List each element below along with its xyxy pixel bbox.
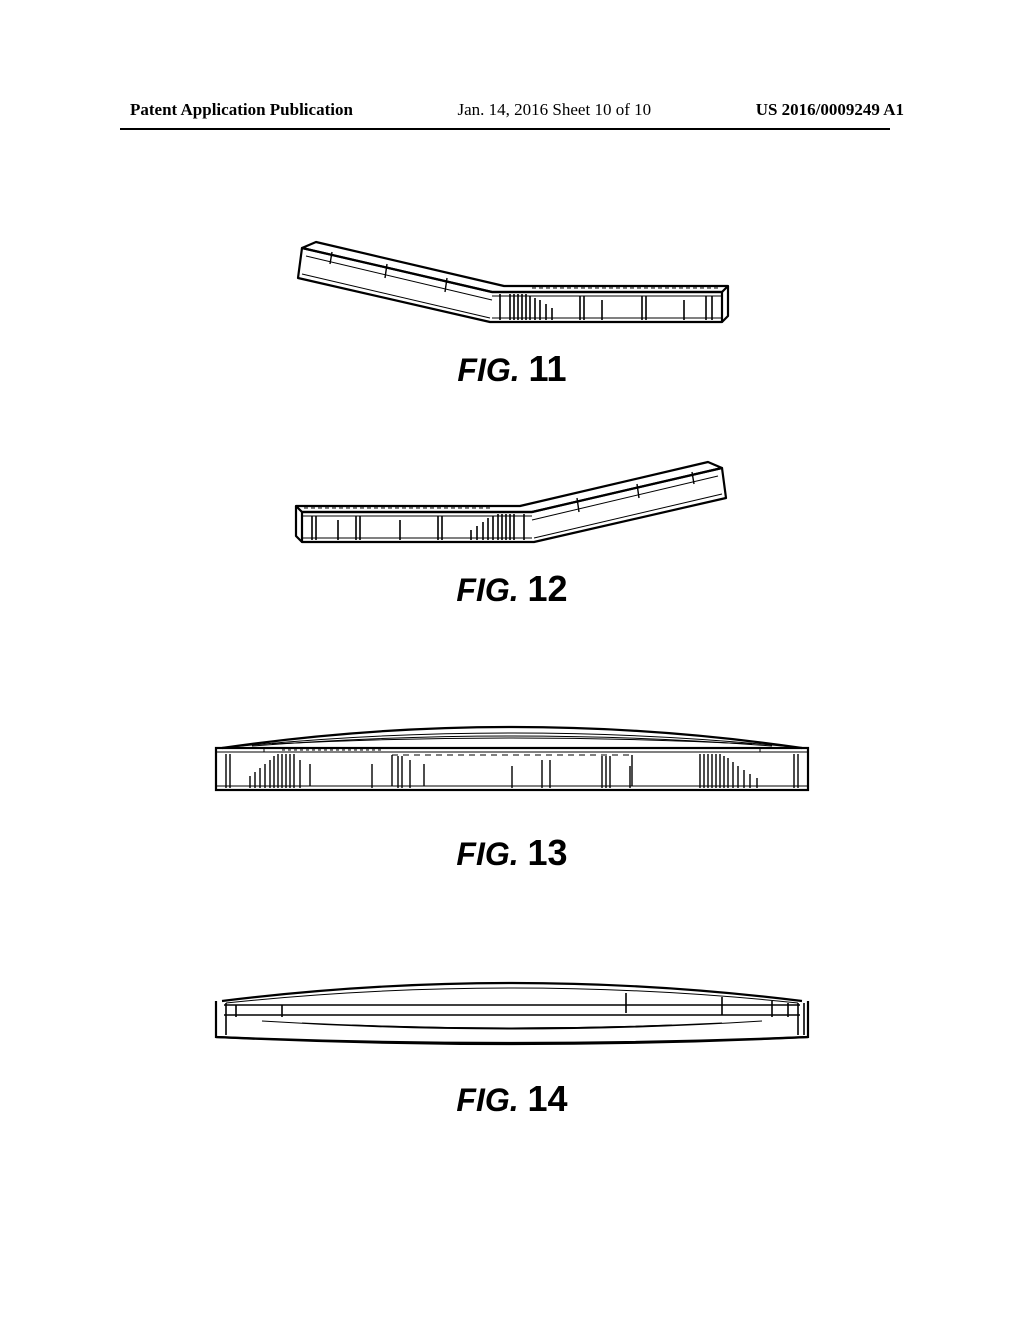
fig-prefix: FIG.: [456, 572, 518, 608]
figure-11-drawing: [292, 230, 732, 330]
figure-11-block: FIG. 11: [0, 230, 1024, 390]
figure-12-drawing: [292, 450, 732, 550]
fig-number: 11: [529, 348, 567, 389]
figure-14-label: FIG. 14: [456, 1078, 567, 1120]
fig-prefix: FIG.: [457, 352, 519, 388]
header-right: US 2016/0009249 A1: [756, 100, 904, 120]
figure-13-drawing: [202, 700, 822, 800]
fig-number: 12: [528, 568, 568, 609]
figure-12-label: FIG. 12: [456, 568, 567, 610]
figure-13-block: FIG. 13: [0, 700, 1024, 874]
figure-11-label: FIG. 11: [457, 348, 566, 390]
header-mid: Jan. 14, 2016 Sheet 10 of 10: [458, 100, 652, 120]
fig-prefix: FIG.: [456, 1082, 518, 1118]
page-header: Patent Application Publication Jan. 14, …: [0, 100, 1024, 120]
header-left: Patent Application Publication: [130, 100, 353, 120]
figure-13-label: FIG. 13: [456, 832, 567, 874]
fig-prefix: FIG.: [456, 836, 518, 872]
figure-14-drawing: [202, 965, 822, 1050]
figure-12-block: FIG. 12: [0, 450, 1024, 610]
fig-number: 13: [528, 832, 568, 873]
header-rule: [120, 128, 890, 130]
figure-14-block: FIG. 14: [0, 965, 1024, 1120]
fig-number: 14: [528, 1078, 568, 1119]
